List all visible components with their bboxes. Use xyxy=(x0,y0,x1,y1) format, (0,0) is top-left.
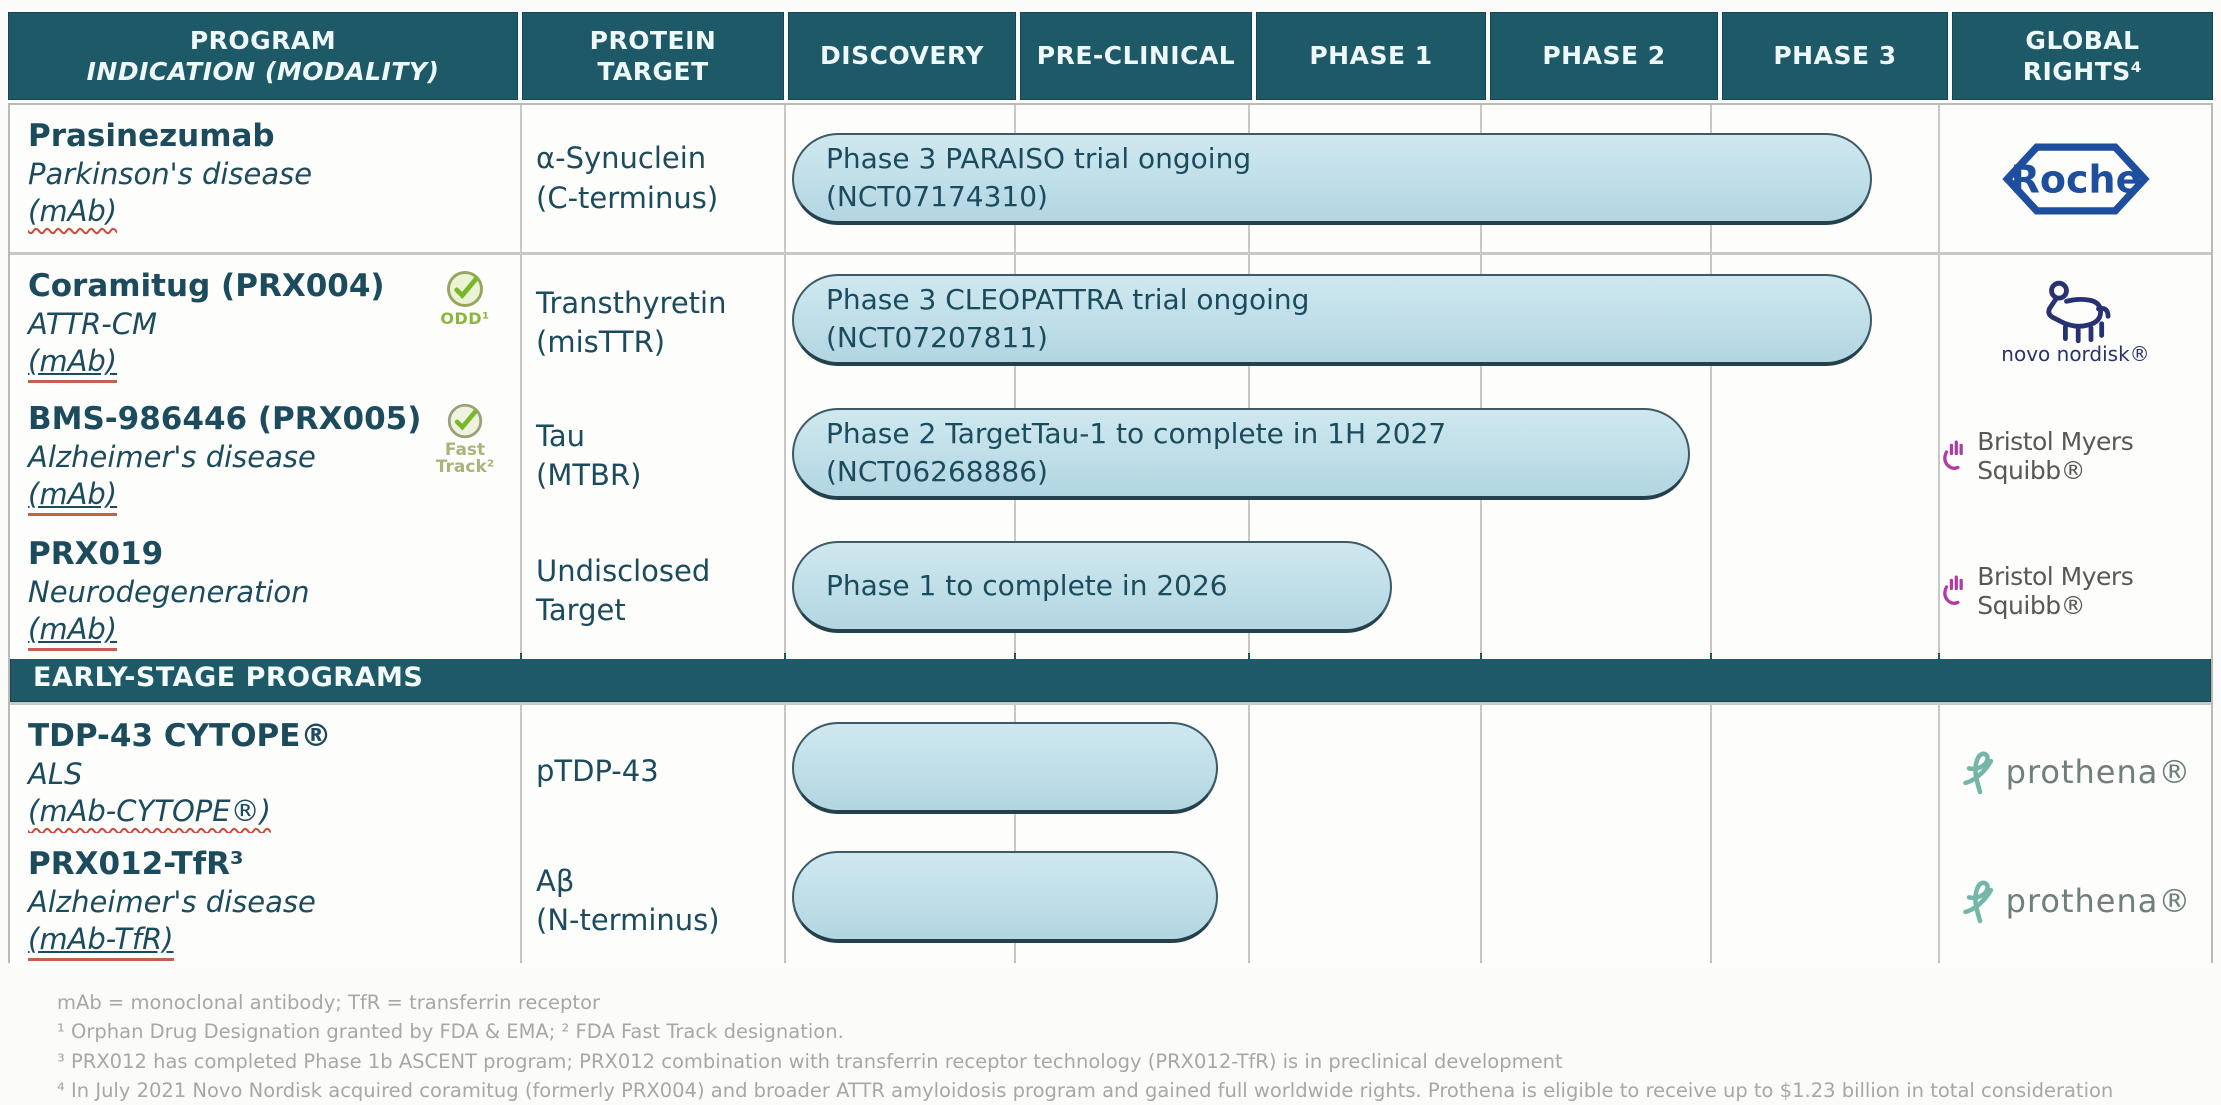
program-cell: Prasinezumab Parkinson's disease (mAb) xyxy=(10,105,520,252)
phase-cell-phase1 xyxy=(1250,705,1480,840)
footnote-3: ³ PRX012 has completed Phase 1b ASCENT p… xyxy=(57,1049,1563,1073)
protein-target-cell: pTDP-43 xyxy=(522,705,784,840)
check-circle-icon xyxy=(447,403,483,439)
program-name: Prasinezumab xyxy=(28,118,275,154)
prothena-ribbon-icon xyxy=(1962,751,1993,795)
program-indication: Alzheimer's disease xyxy=(28,439,316,474)
phase-cell-phase3 xyxy=(1712,523,1938,659)
novo-nordisk-logo: novo nordisk® xyxy=(2001,280,2150,366)
program-indication: Neurodegeneration xyxy=(28,574,310,609)
bms-hand-icon xyxy=(1943,575,1963,605)
svg-text:Roche: Roche xyxy=(2010,157,2141,201)
header-preclinical: PRE-CLINICAL xyxy=(1020,12,1252,100)
table-row-prx012-tfr: PRX012-TfR³ Alzheimer's disease (mAb-TfR… xyxy=(10,833,2211,969)
pipeline-bar-phase3: Phase 3 CLEOPATTRA trial ongoing (NCT072… xyxy=(792,274,1872,366)
phase-cell-phase2 xyxy=(1482,523,1710,659)
program-modality: (mAb) xyxy=(28,194,118,229)
table-row-coramitug: Coramitug (PRX004) ATTR-CM (mAb) ODD¹ Tr… xyxy=(10,255,2211,391)
phase-cell-phase1 xyxy=(1250,833,1480,969)
pipeline-bar-phase3: Phase 3 PARAISO trial ongoing (NCT071743… xyxy=(792,132,1872,225)
bristol-myers-squibb-logo: Bristol Myers Squibb® xyxy=(1940,427,2211,485)
table-row-prasinezumab: Prasinezumab Parkinson's disease (mAb) α… xyxy=(10,105,2211,252)
footnote-1-2: ¹ Orphan Drug Designation granted by FDA… xyxy=(57,1020,844,1044)
global-rights-cell: prothena® xyxy=(1940,705,2211,840)
pipeline-table: PROGRAM INDICATION (MODALITY) PROTEIN TA… xyxy=(8,12,2213,969)
program-indication: ALS xyxy=(28,756,83,791)
fast-track-badge: Fast Track² xyxy=(422,400,508,476)
table-row-prx019: PRX019 Neurodegeneration (mAb) Undisclos… xyxy=(10,523,2211,659)
header-program-line2: INDICATION (MODALITY) xyxy=(86,57,440,86)
program-modality: (mAb) xyxy=(28,478,118,516)
program-modality: (mAb) xyxy=(28,345,118,383)
footnote-4: ⁴ In July 2021 Novo Nordisk acquired cor… xyxy=(57,1078,2114,1102)
program-modality: (mAb) xyxy=(28,613,118,651)
program-indication: Parkinson's disease xyxy=(28,156,313,191)
phase-cell-phase3 xyxy=(1712,705,1938,840)
bristol-myers-squibb-logo: Bristol Myers Squibb® xyxy=(1940,562,2211,620)
prothena-logo: prothena® xyxy=(1960,875,2192,927)
header-phase1: PHASE 1 xyxy=(1256,12,1486,100)
odd-designation-badge: ODD¹ xyxy=(422,267,508,327)
prothena-logo: prothena® xyxy=(1960,746,2192,798)
program-name: TDP-43 CYTOPE® xyxy=(28,718,332,754)
novo-nordisk-bull-icon xyxy=(2046,280,2111,344)
pipeline-bar-phase1: Phase 1 to complete in 2026 xyxy=(792,540,1392,633)
program-name: Coramitug (PRX004) xyxy=(28,268,385,304)
early-stage-programs-banner: EARLY-STAGE PROGRAMS xyxy=(10,653,2211,702)
program-cell: PRX019 Neurodegeneration (mAb) xyxy=(10,523,520,659)
footnote-abbreviations: mAb = monoclonal antibody; TfR = transfe… xyxy=(57,991,601,1014)
phase-cell-phase2 xyxy=(1482,833,1710,969)
phase-cell-phase3 xyxy=(1712,833,1938,969)
prothena-ribbon-icon xyxy=(1962,880,1993,924)
protein-target-cell: Aβ (N-terminus) xyxy=(522,833,784,969)
header-discovery: DISCOVERY xyxy=(788,12,1016,100)
global-rights-cell: novo nordisk® xyxy=(1940,255,2211,391)
pipeline-bar-preclinical xyxy=(792,721,1218,814)
protein-target-cell: Undisclosed Target xyxy=(522,523,784,659)
program-modality: (mAb-TfR) xyxy=(28,923,174,961)
table-row-tdp43-cytope: TDP-43 CYTOPE® ALS (mAb-CYTOPE®) pTDP-43 xyxy=(10,705,2211,840)
program-cell: Coramitug (PRX004) ATTR-CM (mAb) ODD¹ xyxy=(10,255,520,391)
protein-target-cell: Transthyretin (misTTR) xyxy=(522,255,784,391)
program-modality: (mAb-CYTOPE®) xyxy=(28,794,271,829)
global-rights-cell: prothena® xyxy=(1940,833,2211,969)
phase-cell-phase3 xyxy=(1712,388,1938,524)
roche-hexagon-icon: Roche xyxy=(2001,142,2150,215)
program-name: BMS-986446 (PRX005) xyxy=(28,401,422,437)
check-circle-icon xyxy=(447,271,483,307)
table-row-bms986446: BMS-986446 (PRX005) Alzheimer's disease … xyxy=(10,388,2211,524)
header-phase2: PHASE 2 xyxy=(1490,12,1718,100)
protein-target-cell: Tau (MTBR) xyxy=(522,388,784,524)
header-phase3: PHASE 3 xyxy=(1722,12,1948,100)
phase-cell-phase2 xyxy=(1482,705,1710,840)
protein-target-cell: α-Synuclein (C-terminus) xyxy=(522,105,784,252)
program-cell: BMS-986446 (PRX005) Alzheimer's disease … xyxy=(10,388,520,524)
table-header-row: PROGRAM INDICATION (MODALITY) PROTEIN TA… xyxy=(8,12,2213,100)
global-rights-cell: Roche xyxy=(1940,105,2211,252)
program-name: PRX012-TfR³ xyxy=(28,846,244,882)
program-cell: PRX012-TfR³ Alzheimer's disease (mAb-TfR… xyxy=(10,833,520,969)
roche-logo: Roche xyxy=(2000,138,2152,220)
header-global-rights: GLOBAL RIGHTS⁴ xyxy=(1952,12,2213,100)
footnotes: mAb = monoclonal antibody; TfR = transfe… xyxy=(57,988,2157,1105)
bms-hand-icon xyxy=(1943,440,1963,470)
program-indication: Alzheimer's disease xyxy=(28,884,316,919)
global-rights-cell: Bristol Myers Squibb® xyxy=(1940,523,2211,659)
program-indication: ATTR-CM xyxy=(28,306,158,341)
header-program: PROGRAM INDICATION (MODALITY) xyxy=(8,12,518,100)
program-name: PRX019 xyxy=(28,536,164,572)
program-cell: TDP-43 CYTOPE® ALS (mAb-CYTOPE®) xyxy=(10,705,520,840)
pipeline-bar-preclinical xyxy=(792,851,1218,943)
global-rights-cell: Bristol Myers Squibb® xyxy=(1940,388,2211,524)
header-protein-target: PROTEIN TARGET xyxy=(522,12,784,100)
header-program-line1: PROGRAM xyxy=(189,25,337,55)
table-body: Prasinezumab Parkinson's disease (mAb) α… xyxy=(8,103,2213,969)
pipeline-bar-phase2: Phase 2 TargetTau-1 to complete in 1H 20… xyxy=(792,408,1690,500)
